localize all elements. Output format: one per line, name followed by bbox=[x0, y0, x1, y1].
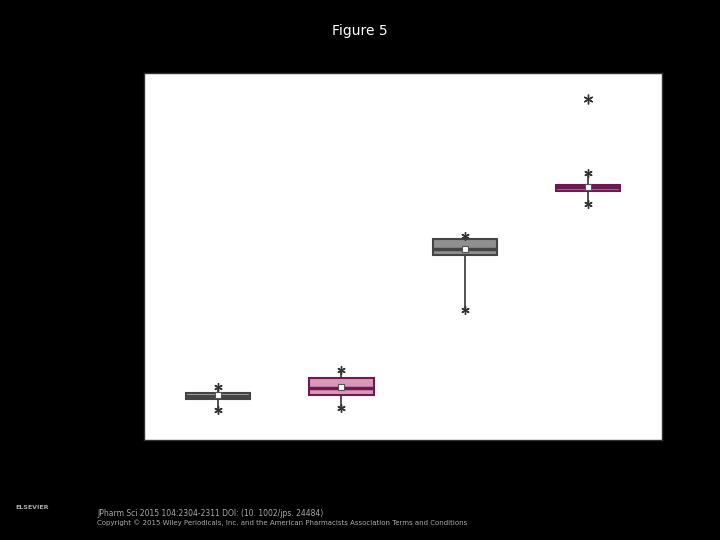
Text: 120 min: 120 min bbox=[563, 514, 614, 526]
Text: ELSEVIER: ELSEVIER bbox=[16, 505, 50, 510]
Text: FD-4: FD-4 bbox=[450, 466, 480, 479]
Text: JPharm Sci 2015 104:2304-2311 DOI: (10. 1002/jps. 24484): JPharm Sci 2015 104:2304-2311 DOI: (10. … bbox=[97, 509, 323, 518]
Bar bbox=[186, 393, 250, 399]
Text: 30 min: 30 min bbox=[320, 514, 363, 526]
Text: ac-A₆D-COOH: ac-A₆D-COOH bbox=[300, 488, 384, 501]
Bar bbox=[310, 379, 374, 395]
Text: 120 min: 120 min bbox=[439, 514, 490, 526]
Text: 30 min: 30 min bbox=[197, 514, 240, 526]
Text: Figure 5: Figure 5 bbox=[332, 24, 388, 38]
Bar bbox=[557, 185, 621, 191]
Text: FD-4 +: FD-4 + bbox=[567, 466, 611, 479]
Y-axis label: FD-4 permeability (nmol/cm²): FD-4 permeability (nmol/cm²) bbox=[99, 164, 112, 349]
Text: Copyright © 2015 Wiley Periodicals, Inc. and the American Pharmacists Associatio: Copyright © 2015 Wiley Periodicals, Inc.… bbox=[97, 519, 467, 526]
Text: FD-4: FD-4 bbox=[204, 466, 233, 479]
Text: FD-4 +: FD-4 + bbox=[320, 466, 364, 479]
Bar bbox=[433, 239, 497, 255]
Text: ac-A₆D-COOH: ac-A₆D-COOH bbox=[546, 488, 631, 501]
